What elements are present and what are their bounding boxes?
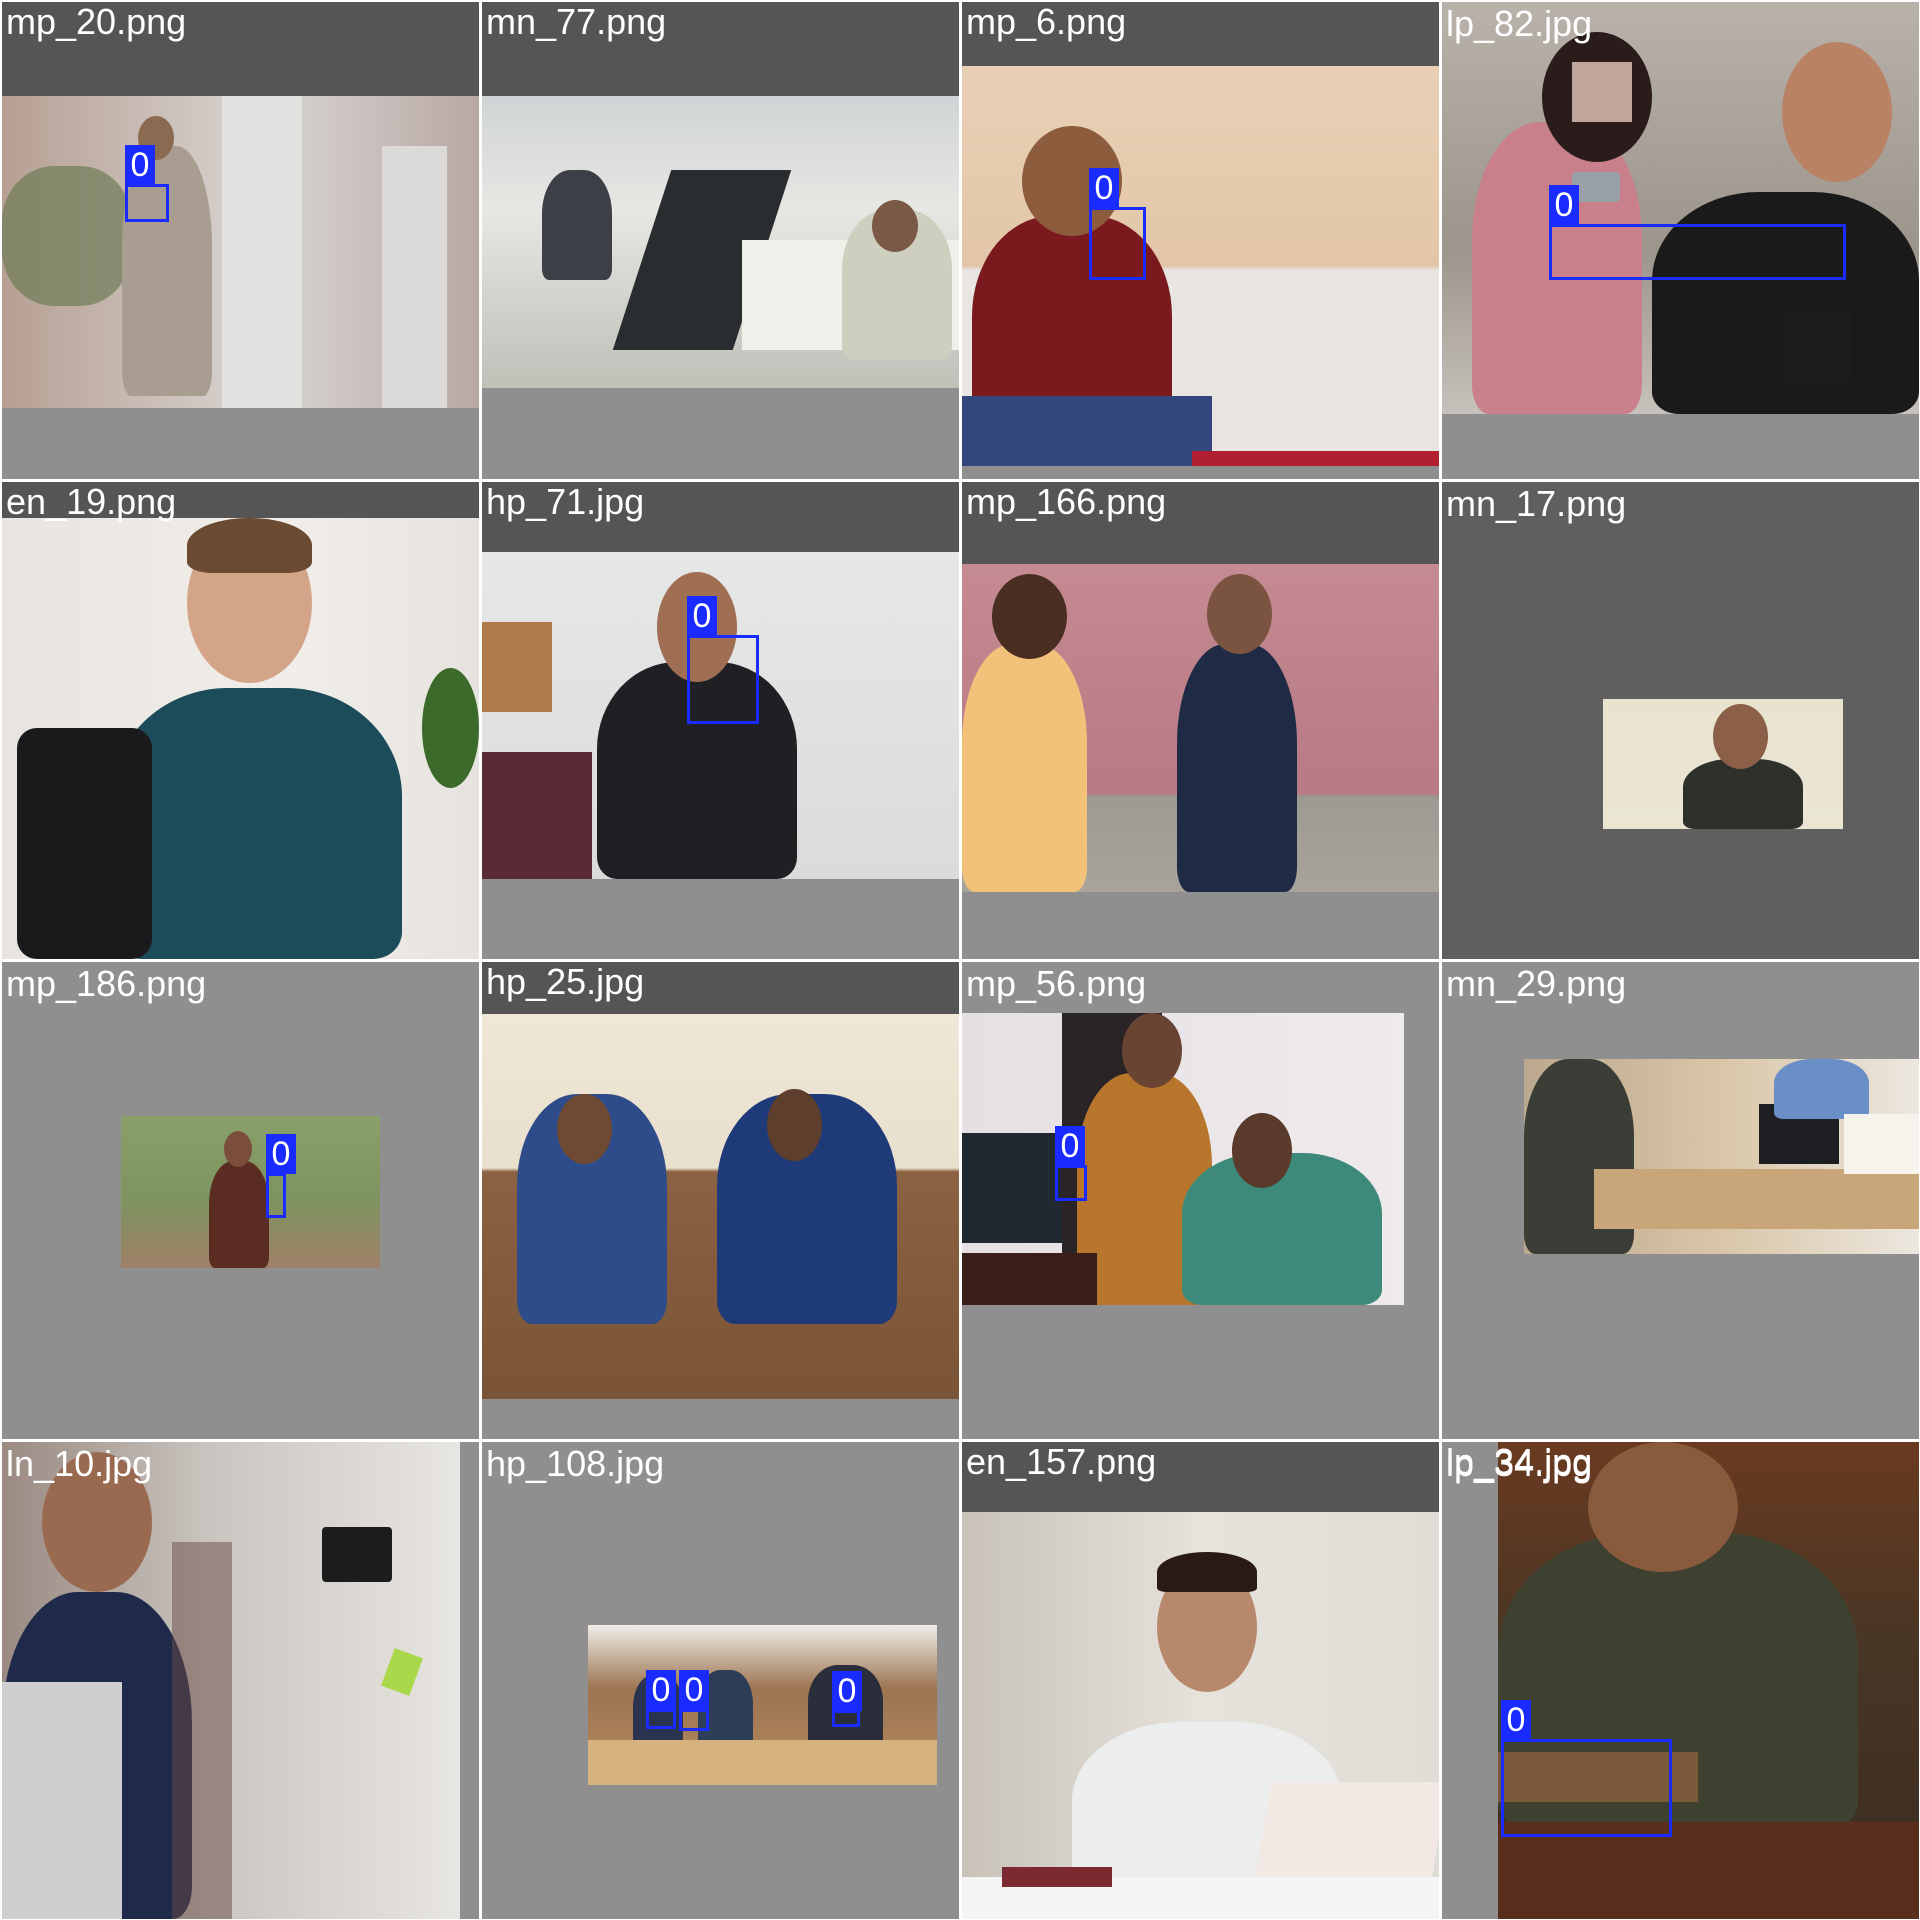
photo [962, 564, 1439, 892]
photo [1498, 1442, 1919, 1919]
detection-label: 0 [1089, 168, 1119, 208]
tile-en-19[interactable]: en_19.png [2, 482, 479, 959]
photo [1524, 1059, 1919, 1254]
detection-box: 0 [266, 1134, 296, 1218]
tile-filename: mp_186.png [6, 963, 207, 1004]
tile-hp-108[interactable]: hp_108.jpg 0 0 0 [482, 1442, 959, 1919]
tile-filename: mp_56.png [966, 963, 1147, 1004]
detection-box: 0 [687, 596, 759, 724]
photo [962, 1013, 1404, 1305]
tile-mp-56[interactable]: mp_56.png 0 [962, 962, 1439, 1439]
tile-lp-82[interactable]: lp_82.jpg 0 [1442, 2, 1919, 479]
tile-filename: en_157.png [962, 1442, 1439, 1512]
detection-box: 0 [832, 1671, 862, 1727]
detection-label: 0 [1501, 1700, 1531, 1740]
photo [2, 96, 479, 408]
photo [962, 66, 1439, 466]
tile-filename: mn_17.png [1446, 483, 1627, 524]
tile-mn-17[interactable]: mn_17.png [1442, 482, 1919, 959]
tile-hp-71[interactable]: hp_71.jpg 0 [482, 482, 959, 959]
detection-label: 0 [832, 1671, 862, 1711]
tile-filename: mn_29.png [1446, 963, 1627, 1004]
detection-box: 0 [646, 1670, 676, 1729]
tile-mn-77[interactable]: mn_77.png [482, 2, 959, 479]
photo [962, 1512, 1439, 1919]
tile-mp-6[interactable]: mp_6.png 0 [962, 2, 1439, 479]
tile-mp-20[interactable]: mp_20.png 0 [2, 2, 479, 479]
tile-filename: hp_25.jpg [482, 962, 959, 1014]
detection-box: 0 [1055, 1126, 1087, 1201]
tile-filename: mn_77.png [482, 2, 959, 96]
detection-box: 0 [679, 1670, 709, 1731]
detection-label: 0 [687, 596, 717, 636]
photo [588, 1625, 937, 1785]
photo [2, 1442, 460, 1919]
detection-box: 0 [1501, 1700, 1672, 1837]
detection-label: 0 [266, 1134, 296, 1174]
detection-label: 0 [125, 145, 155, 185]
photo [482, 552, 959, 879]
detection-box: 0 [1549, 185, 1846, 280]
tile-filename: mp_6.png [962, 2, 1439, 66]
detection-label: 0 [1055, 1126, 1085, 1166]
detection-label: 0 [1549, 185, 1579, 225]
tile-filename: mp_166.png [962, 482, 1439, 564]
tile-mp-186[interactable]: mp_186.png 0 [2, 962, 479, 1439]
photo [482, 90, 959, 388]
tile-filename: ln_10.jpg [6, 1443, 153, 1484]
photo [121, 1116, 380, 1268]
tile-filename-overlay: lp_34.jpg [1446, 1443, 1593, 1484]
photo [482, 1014, 959, 1399]
detection-label: 0 [679, 1670, 709, 1710]
tile-filename: mp_20.png [2, 2, 479, 96]
tile-mn-29[interactable]: mn_29.png [1442, 962, 1919, 1439]
detection-label: 0 [646, 1670, 676, 1710]
photo [1442, 2, 1919, 414]
tile-mp-166[interactable]: mp_166.png [962, 482, 1439, 959]
detection-box: 0 [1089, 168, 1146, 280]
tile-filename: hp_71.jpg [482, 482, 959, 552]
tile-en-157[interactable]: en_157.png [962, 1442, 1439, 1919]
tile-ln-10[interactable]: ln_10.jpg [2, 1442, 479, 1919]
tile-filename: lp_82.jpg [1446, 3, 1593, 44]
tile-lp-34[interactable]: lp_34.jpg lp_34.jpg 0 [1442, 1442, 1919, 1919]
tile-filename: en_19.png [2, 482, 479, 522]
tile-filename: hp_108.jpg [486, 1443, 665, 1484]
tile-hp-25[interactable]: hp_25.jpg [482, 962, 959, 1439]
photo [2, 518, 479, 959]
photo [1603, 699, 1843, 829]
detection-box: 0 [125, 145, 169, 222]
